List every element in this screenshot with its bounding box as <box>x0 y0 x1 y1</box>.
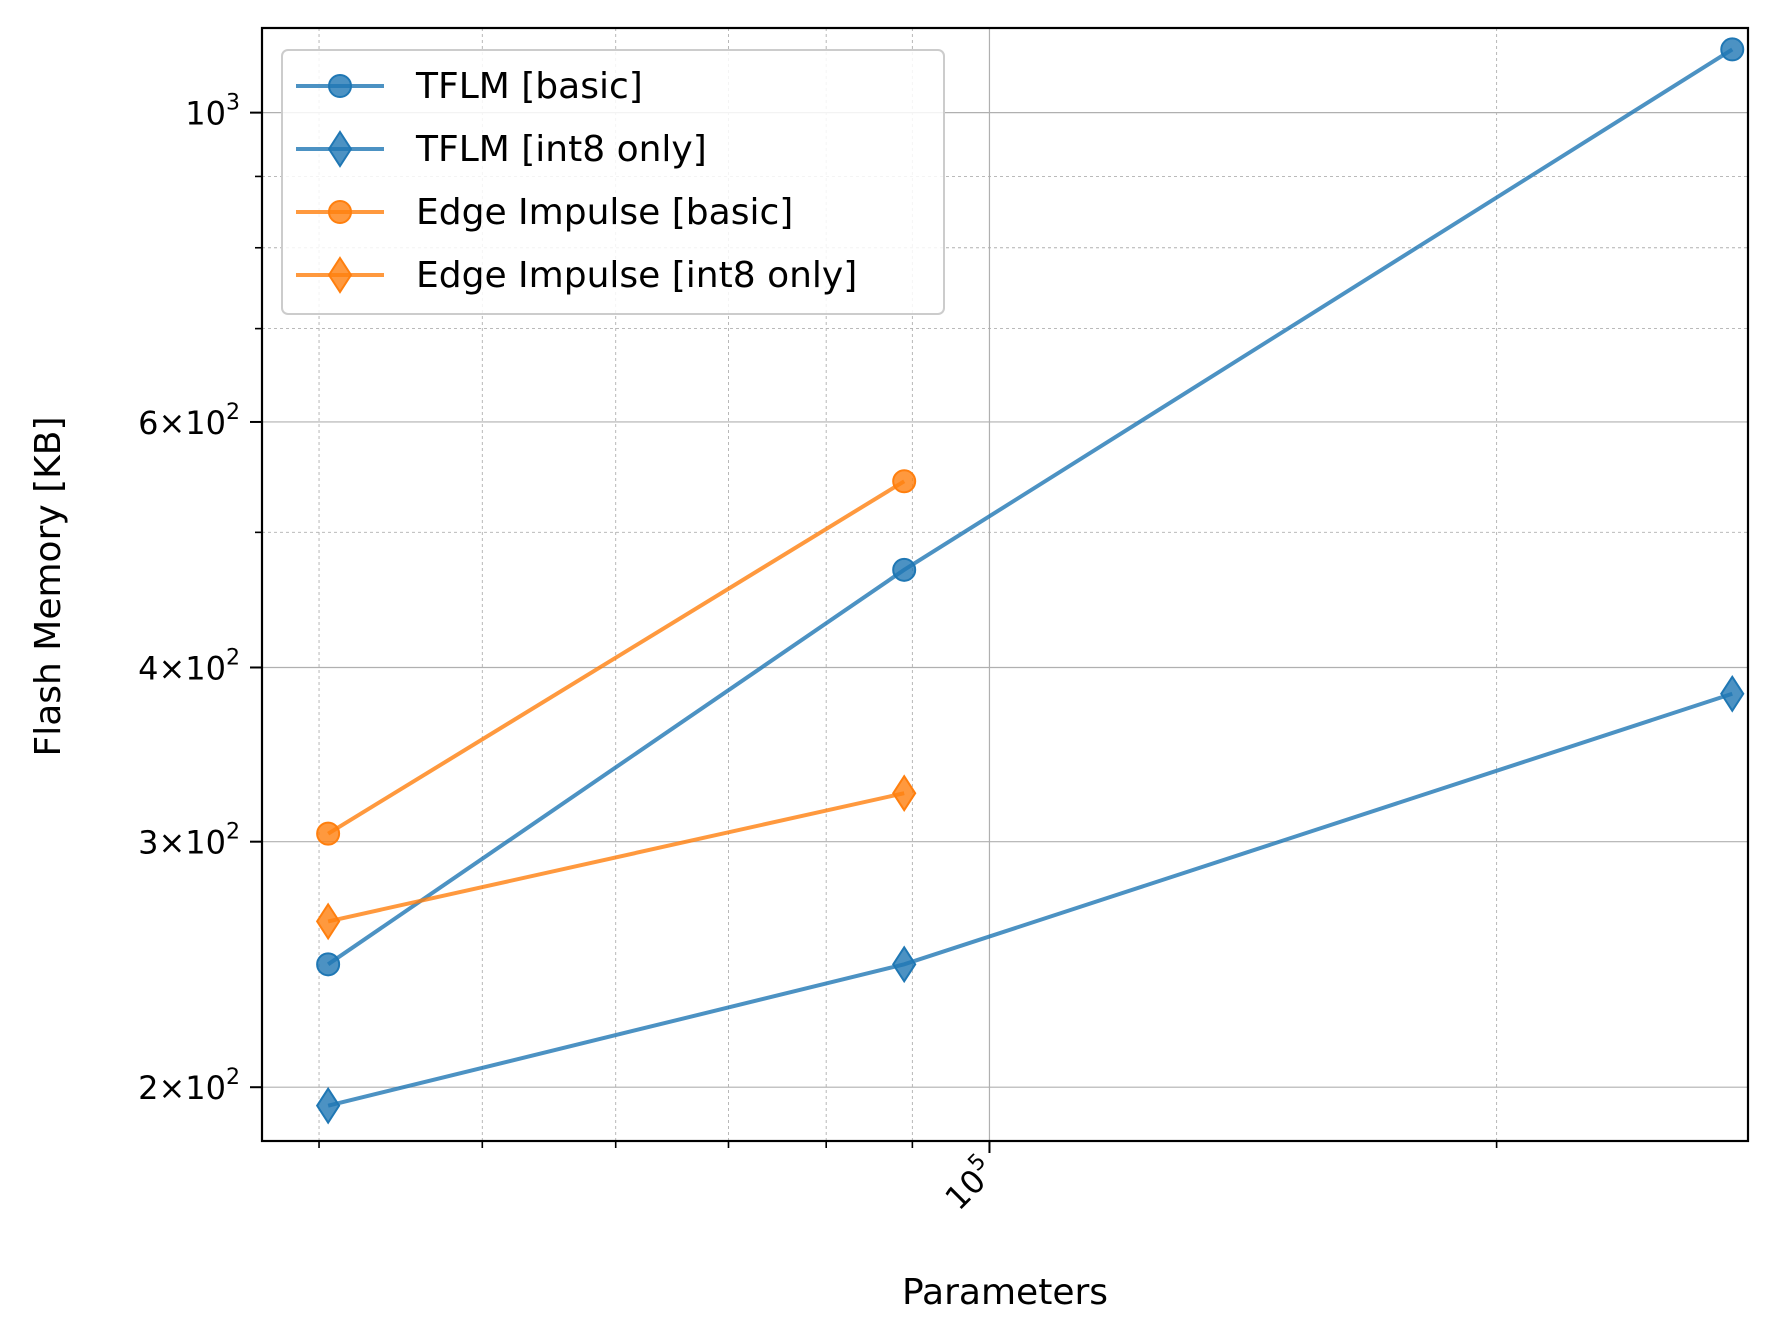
legend-item: Edge Impulse [basic] <box>296 192 793 233</box>
legend-item: Edge Impulse [int8 only] <box>296 255 857 296</box>
legend-marker <box>327 256 353 294</box>
legend-label: TFLM [int8 only] <box>415 129 707 170</box>
data-point <box>315 1086 341 1125</box>
data-point <box>892 469 917 494</box>
legend-item: TFLM [int8 only] <box>296 129 707 170</box>
legend-marker <box>328 200 352 224</box>
data-point <box>1720 674 1745 713</box>
data-point <box>1720 37 1745 62</box>
x-axis-label: Parameters <box>902 1272 1108 1313</box>
data-point <box>316 821 341 846</box>
series-0 <box>316 37 1745 977</box>
series-line <box>327 479 906 836</box>
series-layer <box>315 37 1745 1125</box>
series-3 <box>315 774 917 941</box>
legend-marker <box>328 74 352 98</box>
y-tick-label: 6×102 <box>138 400 240 442</box>
y-axis-label: Flash Memory [KB] <box>28 416 69 756</box>
y-tick-label: 3×102 <box>138 820 240 862</box>
series-1 <box>315 674 1745 1125</box>
legend-box <box>281 49 945 315</box>
data-point <box>892 945 917 984</box>
series-2 <box>316 469 917 846</box>
legend: TFLM [basic] TFLM [int8 only] Edge Impulse… <box>281 49 945 315</box>
series-line <box>327 791 905 924</box>
y-tick-label: 4×102 <box>138 645 240 687</box>
plot-frame <box>260 26 1750 1143</box>
legend-label: Edge Impulse [int8 only] <box>416 255 857 296</box>
y-tick-label: 103 <box>185 91 240 133</box>
data-point <box>315 902 341 941</box>
legend-item: TFLM [basic] <box>296 66 643 107</box>
data-point <box>316 952 341 977</box>
legend-label: Edge Impulse [basic] <box>416 192 793 233</box>
data-point <box>892 557 917 582</box>
y-tick-label: 2×102 <box>138 1065 240 1107</box>
legend-label: TFLM [basic] <box>415 66 643 107</box>
data-point <box>892 774 917 813</box>
legend-marker <box>327 130 353 168</box>
